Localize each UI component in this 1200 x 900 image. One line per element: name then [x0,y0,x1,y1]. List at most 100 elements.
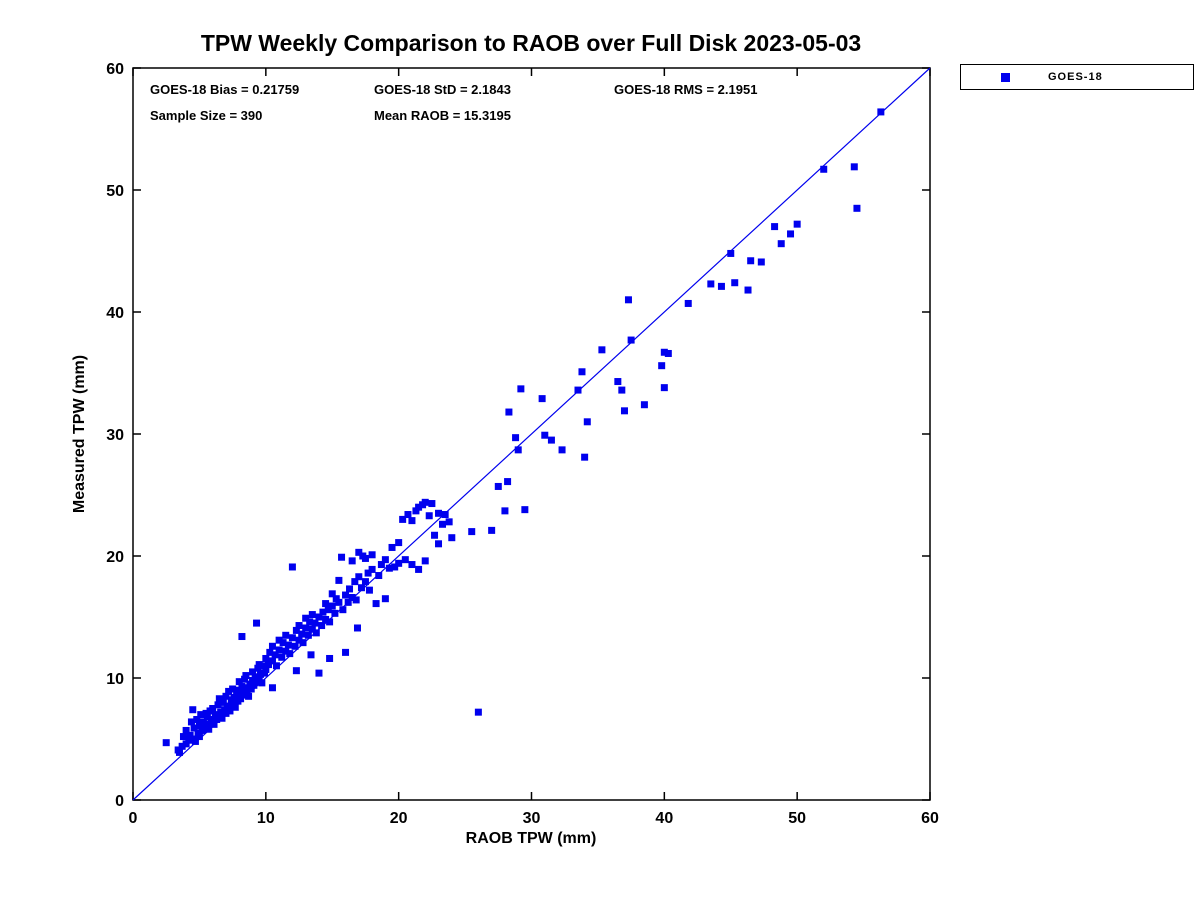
data-point [275,636,283,644]
data-point [747,257,755,265]
data-point [375,572,383,580]
data-point [328,602,336,610]
data-point [194,729,202,737]
data-point [308,611,316,619]
data-point [253,619,261,627]
data-point [186,731,194,739]
data-point [209,705,217,712]
x-axis-label: RAOB TPW (mm) [466,830,597,847]
stat-mean-raob: Mean RAOB = 15.3195 [374,108,511,123]
data-point [218,714,226,722]
data-point [624,296,632,304]
data-point [381,595,389,603]
data-point [288,634,296,642]
data-point [266,648,274,656]
x-tick-label: 50 [788,810,806,827]
data-point [322,615,330,623]
data-point [428,500,436,508]
data-point [339,606,347,614]
data-point [583,418,591,426]
data-point [408,517,416,525]
data-point [238,683,246,691]
data-point [235,686,243,694]
data-point [505,408,513,416]
y-axis-label: Measured TPW (mm) [71,355,88,513]
data-point [230,694,238,702]
data-point [395,539,403,547]
data-point [278,653,286,661]
data-point [242,687,250,695]
data-point [292,667,300,675]
stat-sample: Sample Size = 390 [150,108,263,123]
y-tick-label: 50 [106,183,124,200]
data-point [182,726,190,734]
legend: GOES-18 [960,64,1194,90]
data-point [302,624,310,632]
data-point [574,386,582,394]
data-point [222,709,230,717]
y-tick-label: 20 [106,549,124,566]
data-point [275,646,283,654]
data-point [308,625,316,633]
data-point [295,622,303,630]
data-point [326,618,334,626]
data-point [179,733,187,741]
data-point [541,431,549,439]
data-point [295,636,303,644]
data-point [361,554,369,562]
x-tick-label: 0 [129,810,138,827]
data-point [213,715,221,723]
data-point [353,624,361,632]
data-point [441,511,449,519]
data-point [239,691,247,699]
data-point [727,249,735,257]
data-point [364,569,372,577]
x-tick-label: 60 [921,810,939,827]
data-point [342,648,350,656]
data-point [660,348,668,356]
data-point [237,695,245,703]
data-point [377,561,385,569]
data-point [660,384,668,392]
data-point [312,629,320,637]
data-point [501,507,509,515]
x-tick-label: 20 [390,810,408,827]
data-point [342,591,350,599]
data-point [658,362,666,370]
chart-title: TPW Weekly Comparison to RAOB over Full … [200,30,862,56]
data-point [191,737,199,745]
data-point [268,642,276,650]
data-point [284,641,292,649]
data-point [233,690,241,698]
data-point [415,565,423,573]
data-point [223,702,231,710]
data-point [195,722,203,730]
data-point [435,540,443,548]
data-point [197,711,205,719]
data-point [319,608,327,616]
data-point [352,596,360,604]
data-point [210,720,218,728]
data-point [368,565,376,573]
data-point [268,657,276,665]
data-point [258,679,266,687]
data-point [261,669,269,677]
data-point [185,736,193,744]
data-point [404,511,412,519]
data-point [209,715,217,723]
data-point [346,585,354,593]
data-point [291,642,299,650]
data-point [744,286,752,294]
data-point [318,622,326,630]
data-point [246,680,254,688]
data-point [538,395,546,403]
data-point [178,742,186,750]
data-point [286,650,294,658]
stat-rms: GOES-18 RMS = 2.1951 [614,82,758,97]
data-point [335,598,343,606]
y-tick-label: 40 [106,305,124,322]
data-point [640,401,648,409]
data-point [249,668,257,676]
data-point [182,740,190,748]
